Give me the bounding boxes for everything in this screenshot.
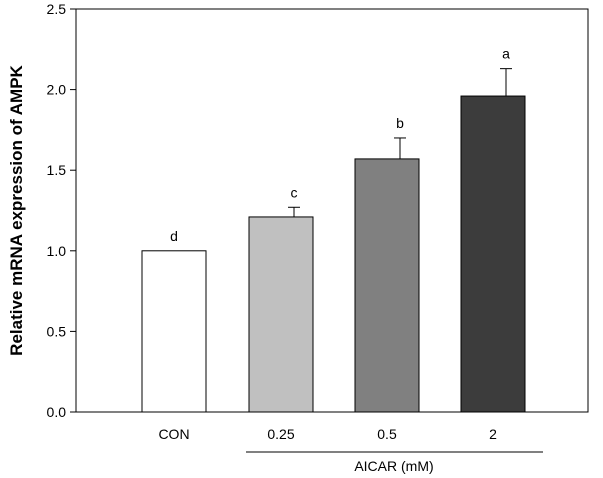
significance-letter: b (396, 115, 404, 131)
y-tick-label: 2.0 (47, 82, 67, 98)
y-tick-label: 1.5 (47, 162, 67, 178)
y-tick-label: 1.0 (47, 243, 67, 259)
significance-letter: a (502, 46, 510, 62)
y-tick-label: 2.5 (47, 1, 67, 17)
y-axis-ticks: 0.0 0.5 1.0 1.5 2.0 2.5 (47, 1, 76, 420)
x-tick-label: 0.25 (267, 426, 294, 442)
bar-2 (460, 95, 526, 413)
axes (75, 8, 589, 413)
x-axis-tick-labels: CON 0.25 0.5 2 (158, 426, 497, 442)
x-tick-label: CON (158, 426, 189, 442)
significance-labels: d c b a (170, 46, 510, 244)
plot-frame (75, 8, 589, 413)
bar-CON (141, 250, 207, 413)
significance-letter: d (170, 228, 178, 244)
error-bars (288, 68, 512, 217)
bar-0_5 (354, 158, 420, 413)
y-axis-title: Relative mRNA expression of AMPK (7, 64, 26, 355)
y-tick-label: 0.5 (47, 323, 67, 339)
group-label: AICAR (mM) (354, 458, 433, 474)
significance-letter: c (291, 184, 298, 200)
y-tick-label: 0.0 (47, 404, 67, 420)
x-tick-label: 0.5 (377, 426, 397, 442)
bars (141, 95, 526, 413)
bar-0_25 (248, 216, 314, 413)
group-annotation: AICAR (mM) (246, 451, 543, 474)
x-tick-label: 2 (489, 426, 497, 442)
